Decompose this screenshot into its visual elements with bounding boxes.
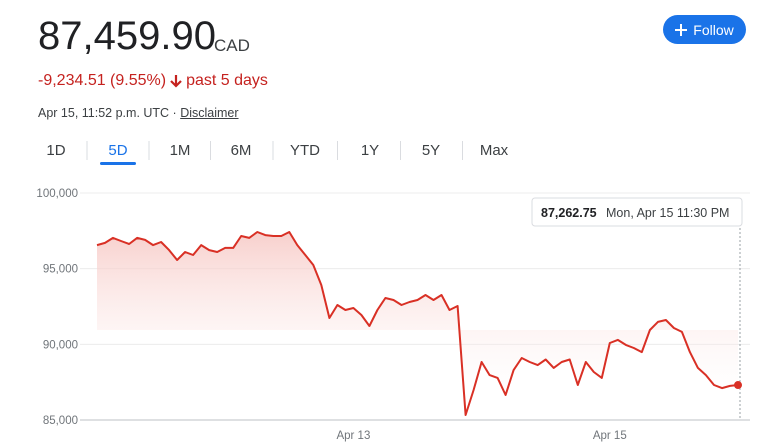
change-row: -9,234.51 (9.55%) past 5 days <box>38 72 268 90</box>
disclaimer-link[interactable]: Disclaimer <box>180 106 239 120</box>
x-tick-label: Apr 15 <box>593 430 627 442</box>
x-tick-label: Apr 13 <box>336 430 370 442</box>
tab[interactable]: 5Y <box>422 142 440 159</box>
follow-button[interactable]: Follow <box>663 15 746 44</box>
tooltip-time: Mon, Apr 15 11:30 PM <box>606 206 729 220</box>
down-arrow <box>170 75 182 88</box>
tab[interactable]: Max <box>480 142 509 159</box>
y-tick-label: 100,000 <box>36 188 78 200</box>
period: past 5 days <box>186 72 268 89</box>
timestamp: Apr 15, 11:52 p.m. UTC <box>38 106 170 120</box>
price: 87,459.90 <box>38 14 216 58</box>
timestamp-row: Apr 15, 11:52 p.m. UTC · Disclaimer <box>38 106 239 120</box>
follow-label: Follow <box>693 21 734 38</box>
tab[interactable]: YTD <box>290 142 320 159</box>
tab[interactable]: 1D <box>46 142 65 159</box>
y-tick-label: 90,000 <box>43 339 78 351</box>
change: -9,234.51 (9.55%) <box>38 72 167 89</box>
y-tick-label: 85,000 <box>43 415 78 427</box>
end-dot <box>734 381 742 390</box>
line <box>96 231 739 416</box>
tab-underline <box>100 162 136 165</box>
tooltip-box <box>531 197 743 227</box>
tab[interactable]: 5D <box>108 142 127 159</box>
plus-icon <box>675 23 688 36</box>
tab[interactable]: 1M <box>170 142 191 159</box>
tab[interactable]: 6M <box>231 142 252 159</box>
tab[interactable]: 1Y <box>361 142 379 159</box>
area <box>97 232 738 415</box>
tooltip-value: 87,262.75 <box>541 206 597 220</box>
y-tick-label: 95,000 <box>43 264 78 276</box>
currency: CAD <box>214 36 250 55</box>
